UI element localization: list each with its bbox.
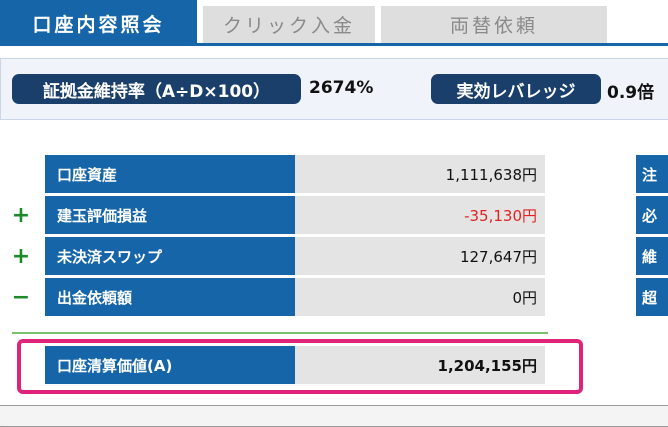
effective-leverage-value: 0.9倍 (607, 83, 655, 103)
margin-ratio-label: 証拠金維持率（A÷D×100） (12, 74, 301, 104)
tab-bar: 口座内容照会 クリック入金 両替依頼 (0, 0, 668, 46)
plus-icon: + (11, 202, 31, 228)
right-cell-label: 注 (636, 155, 668, 193)
tab-underline (0, 43, 668, 46)
highlight-box (17, 339, 583, 394)
table-row-withdrawal-request: − 出金依頼額 0円 (0, 278, 560, 316)
table-row-unsettled-swap: + 未決済スワップ 127,647円 (0, 237, 560, 275)
right-cell-label: 必 (636, 196, 668, 234)
tab-account-details[interactable]: 口座内容照会 (0, 0, 197, 46)
total-divider (12, 332, 548, 334)
row-label: 口座資産 (45, 155, 295, 193)
row-value: -35,130円 (295, 196, 545, 234)
row-label: 出金依頼額 (45, 278, 295, 316)
right-cell-label: 維 (636, 237, 668, 275)
total-value: 1,204,155円 (295, 346, 545, 384)
table-row-account-assets: 口座資産 1,111,638円 (0, 155, 560, 193)
table-row-liquidation-value: 口座清算価値(A) 1,204,155円 (0, 346, 560, 384)
row-value: 0円 (295, 278, 545, 316)
row-sign (8, 155, 34, 193)
bottom-panel-edge (0, 405, 668, 427)
row-label: 未決済スワップ (45, 237, 295, 275)
minus-icon: − (11, 284, 31, 310)
margin-ratio-value: 2674% (309, 78, 374, 98)
row-label: 建玉評価損益 (45, 196, 295, 234)
total-label: 口座清算価値(A) (45, 346, 295, 384)
table-row-unrealized-pl: + 建玉評価損益 -35,130円 (0, 196, 560, 234)
tab-exchange-request[interactable]: 両替依頼 (381, 6, 607, 43)
effective-leverage-label: 実効レバレッジ (431, 74, 601, 104)
row-value: 127,647円 (295, 237, 545, 275)
row-value: 1,111,638円 (295, 155, 545, 193)
summary-panel: 証拠金維持率（A÷D×100） 2674% 実効レバレッジ 0.9倍 (0, 58, 668, 120)
right-cell-label: 超 (636, 278, 668, 316)
plus-icon: + (11, 243, 31, 269)
tab-click-deposit[interactable]: クリック入金 (203, 6, 375, 43)
